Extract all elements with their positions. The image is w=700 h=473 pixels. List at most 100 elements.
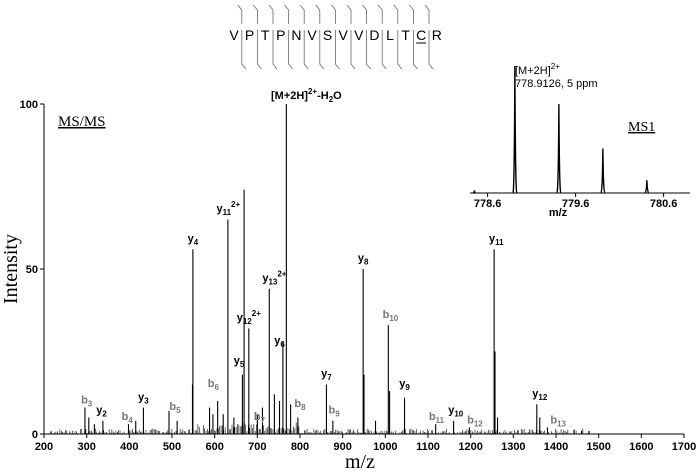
msms-peaks [50,104,591,434]
fragment-ion-label: b8 [294,398,306,412]
fragment-ion-type: b [467,414,474,426]
fragment-ion-type: b [294,398,301,410]
ms1-annotation-label: [M+2H]2+ [515,62,560,77]
sequence-residue: V [339,27,349,43]
msms-x-tick-label: 300 [77,441,95,453]
fragment-ion-type: y [399,378,406,390]
b-ion-marker [424,4,430,24]
fragment-ion-type: b [81,395,88,407]
y-ion-marker [257,30,262,70]
sequence-residue: D [369,27,379,43]
b-ion-marker [393,4,399,24]
fragment-ion-type: y [237,312,244,324]
fragment-ion-number: 6 [280,340,285,349]
y-ion-marker [319,30,325,70]
fragment-ion-type: y [448,405,455,417]
y-ion-marker [350,30,356,70]
fragment-ion-charge: 2+ [252,309,261,318]
y-ion-marker [381,30,387,70]
fragment-ion-label: y11 [489,233,504,247]
msms-x-tick-label: 1600 [629,441,653,453]
fragment-ion-label: b12 [467,414,483,428]
ms1-annotation-main: [M+2H] [515,65,551,77]
msms-y-tick-label: 50 [26,264,38,276]
sequence-residue: N [291,27,301,43]
fragment-ion-number: 7 [327,373,332,382]
ms1-isotope-peak [472,190,476,194]
fragment-ion-number: 2 [102,410,107,419]
precursor-label-main: [M+2H] [271,90,308,102]
fragment-ion-number: 3 [144,396,149,405]
fragment-ion-number: 4 [194,238,199,247]
precursor-label-charge: 2+ [308,87,317,96]
sequence-residue: S [323,27,332,43]
fragment-ion-type: y [321,368,328,380]
msms-x-tick-label: 1400 [544,441,568,453]
fragment-ion-label: y4 [188,233,199,247]
fragment-ion-type: b [122,411,129,423]
fragment-ion-charge: 2+ [277,270,286,279]
cleavage-marker [315,4,325,70]
cleavage-marker [393,4,403,70]
ms1-isotope-peak [512,65,518,194]
cleavage-marker [253,4,262,70]
ms1-annotation-charge: 2+ [551,62,560,71]
sequence-residue: C [416,27,426,43]
ms1-annotation-value: 778.9126, 5 ppm [515,78,598,90]
y-ion-marker [303,30,309,70]
msms-x-tick-label: 600 [205,441,223,453]
cleavage-marker [237,4,247,70]
ms1-x-axis-label: m/z [549,207,568,219]
sequence-residue: L [386,27,394,43]
ms1-panel-label: MS1 [628,120,655,135]
y-ion-marker [397,30,403,70]
msms-x-tick-label: 1700 [672,441,696,453]
fragment-ion-label: b6 [208,378,220,392]
fragment-ion-label: y8 [358,253,369,267]
fragment-ion-label: y9 [399,378,410,392]
fragment-ion-type: b [550,414,557,426]
cleavage-marker [346,4,356,70]
msms-y-tick-label: 0 [32,429,38,441]
msms-y-axis-label: Intensity [0,234,22,304]
precursor-label: [M+2H]2+-H2O [271,87,342,104]
fragment-ion-number: 8 [364,258,369,267]
fragment-ion-label: y6 [274,335,285,349]
precursor-label-loss-tail: O [333,90,342,102]
sequence-residue: V [229,27,239,43]
msms-panel-label: MS/MS [58,114,106,130]
cleavage-marker [299,4,309,70]
b-ion-marker [268,4,274,24]
fragment-ion-label: y5 [234,355,245,369]
sequence-residue: T [401,27,410,43]
fragment-ion-number: 6 [215,383,220,392]
msms-x-axis-label: m/z [345,451,375,473]
fragment-ion-label: b4 [122,411,134,425]
msms-y-tick-label: 100 [20,99,38,111]
msms-x-tick-label: 900 [333,441,351,453]
sequence-residue: R [432,27,442,43]
fragment-ion-number: 5 [240,360,245,369]
precursor-label-loss: -H [317,90,329,102]
fragment-ion-number: 13 [557,419,566,428]
fragment-ion-type: b [329,405,336,417]
fragment-ion-type: y [188,233,195,245]
fragment-ion-label: b10 [383,309,399,323]
fragment-ion-type: b [383,309,390,321]
fragment-ion-label: b11 [429,411,445,425]
cleavage-marker [424,4,434,70]
fragment-ion-type: b [254,411,261,423]
fragment-ion-type: y [274,335,281,347]
fragment-ion-type: y [234,355,241,367]
fragment-ion-number: 8 [301,403,306,412]
y-ion-marker [413,30,418,70]
fragment-ion-type: y [262,273,269,285]
sequence-residue: T [261,27,270,43]
cleavage-marker [362,4,371,70]
fragment-ion-number: 10 [389,314,398,323]
fragment-ion-number: 12 [538,393,547,402]
y-ion-marker [366,30,371,70]
fragment-ion-label: y10 [448,405,464,419]
msms-x-tick-label: 200 [35,441,53,453]
